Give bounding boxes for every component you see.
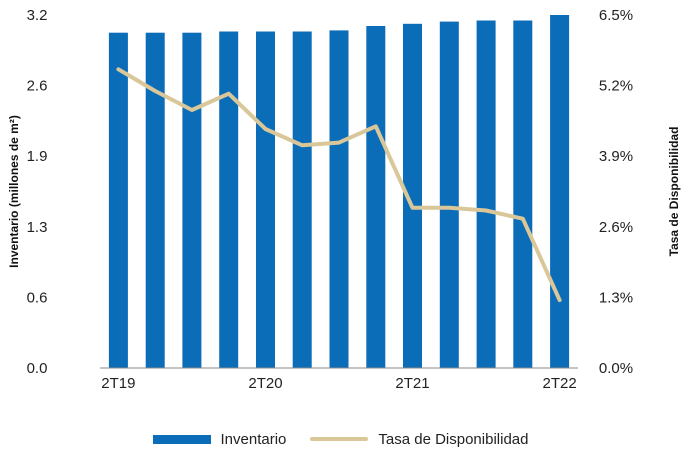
bar-2T21 bbox=[403, 23, 422, 369]
y-tick-label: 1.9 bbox=[27, 148, 48, 165]
legend-item-inventario: Inventario bbox=[152, 430, 287, 448]
legend-label-tasa: Tasa de Disponibilidad bbox=[378, 430, 529, 448]
x-tick-label: 2T22 bbox=[542, 375, 576, 392]
y2-tick-label: 5.2% bbox=[599, 78, 633, 95]
y-tick-label: 3.2 bbox=[27, 7, 48, 24]
y-axis-left-title: Inventario (millones de m²) bbox=[7, 115, 21, 268]
x-axis-ticks: 2T19 2T20 2T21 2T22 bbox=[101, 375, 576, 392]
line-series-tasa-de-disponibilidad bbox=[116, 67, 562, 303]
y-axis-right-title: Tasa de Disponibilidad bbox=[667, 127, 681, 257]
bar-1T22 bbox=[513, 20, 533, 368]
bar-3T20 bbox=[292, 31, 312, 368]
bar-2T22 bbox=[550, 15, 570, 368]
bar-series-inventario bbox=[108, 15, 570, 369]
y-tick-label: 0.0 bbox=[27, 360, 48, 377]
legend-swatch-bar bbox=[152, 434, 211, 444]
y2-tick-label: 3.9% bbox=[599, 148, 633, 165]
bar-4T19 bbox=[182, 32, 202, 368]
chart: 2T19 2T20 2T21 2T22 0.0 0.6 1.3 1.9 2.6 3.2 0.0%… bbox=[7, 7, 681, 392]
y2-tick-label: 2.6% bbox=[599, 219, 633, 236]
y-tick-label: 1.3 bbox=[27, 219, 48, 236]
x-tick-label: 2T19 bbox=[101, 375, 135, 392]
bar-4T21 bbox=[476, 20, 496, 368]
bar-2T19 bbox=[108, 32, 128, 368]
bar-2T20 bbox=[256, 31, 275, 368]
x-tick-label: 2T20 bbox=[248, 375, 282, 392]
bar-1T21 bbox=[366, 26, 386, 368]
y2-tick-label: 0.0% bbox=[599, 360, 633, 377]
legend: Inventario Tasa de Disponibilidad bbox=[0, 428, 681, 450]
legend-item-tasa: Tasa de Disponibilidad bbox=[310, 431, 528, 448]
y-tick-label: 0.6 bbox=[27, 289, 48, 306]
y-axis-left-ticks: 0.0 0.6 1.3 1.9 2.6 3.2 bbox=[27, 7, 48, 377]
legend-swatch-line bbox=[310, 437, 369, 441]
bar-3T19 bbox=[145, 32, 165, 368]
bar-4T20 bbox=[329, 30, 349, 369]
y2-tick-label: 1.3% bbox=[599, 289, 633, 306]
x-tick-label: 2T21 bbox=[395, 375, 429, 392]
bar-1T20 bbox=[219, 31, 239, 368]
bar-3T21 bbox=[439, 21, 459, 368]
y-axis-right-ticks: 0.0% 1.3% 2.6% 3.9% 5.2% 6.5% bbox=[599, 7, 633, 377]
y-tick-label: 2.6 bbox=[27, 78, 48, 95]
legend-label-inventario: Inventario bbox=[220, 430, 287, 448]
y2-tick-label: 6.5% bbox=[599, 7, 633, 24]
